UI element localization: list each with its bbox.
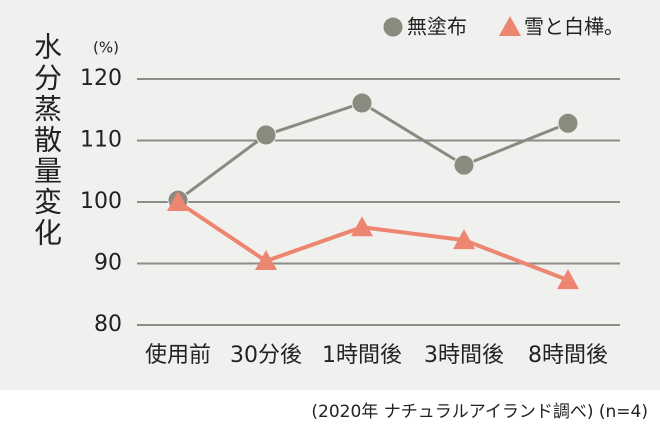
x-tick-label: 使用前 [145,343,211,368]
marker [557,269,579,290]
unit-label: (%) [93,39,119,57]
x-tick-label: 8時間後 [528,343,608,368]
y-tick-label: 120 [80,66,122,91]
legend-label: 雪と白樺。 [524,15,624,39]
marker [453,154,475,176]
y-tick-label: 90 [94,251,122,276]
note: (2020年 ナチュラルアイランド調べ) (n=4) [311,402,648,422]
y-tick-label: 110 [80,128,122,153]
legend-marker [499,16,521,36]
x-tick-label: 30分後 [230,343,302,368]
y-tick-label: 100 [80,189,122,214]
x-tick-label: 3時間後 [424,343,504,368]
marker [255,124,277,146]
marker [351,216,373,237]
y-axis-label: 水分蒸散量変化 [30,32,63,249]
marker [453,229,475,250]
marker [351,92,373,114]
legend-marker [382,16,404,38]
y-tick-label: 80 [94,312,122,337]
marker [167,191,189,211]
x-tick-label: 1時間後 [322,343,402,368]
marker [557,112,579,134]
legend-label: 無塗布 [407,15,467,39]
marker [255,250,277,271]
